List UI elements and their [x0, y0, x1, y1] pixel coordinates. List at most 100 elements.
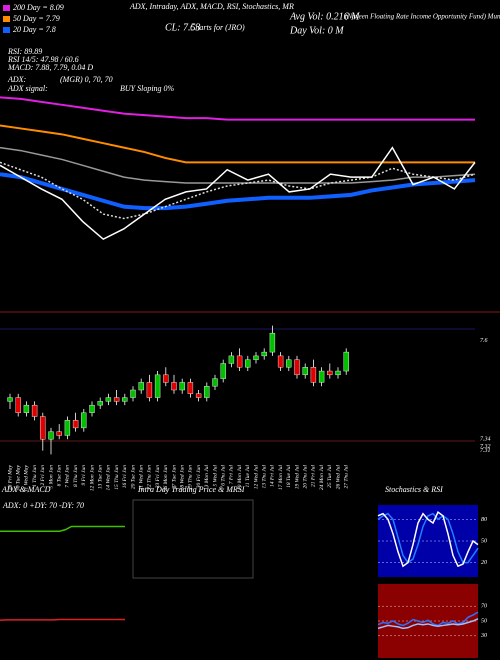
y-tick-label: 20 — [481, 560, 487, 566]
legend-swatch — [3, 16, 10, 22]
candle-body — [286, 359, 292, 368]
x-tick-label: 21 Fri Jul — [311, 465, 317, 487]
y-tick-label: 7.32 — [480, 444, 491, 450]
x-tick-label: 15 Thu Jun — [114, 465, 120, 490]
candle-body — [130, 389, 136, 398]
candle-body — [163, 374, 169, 383]
x-tick-label: 17 Mon Jul — [278, 465, 284, 491]
candle-body — [228, 355, 235, 364]
annotation: Avg Vol: 0.216 M — [289, 11, 360, 22]
candle-body — [245, 359, 251, 368]
candle-body — [318, 370, 325, 383]
candle-body — [56, 431, 62, 436]
panel-title: Stochastics & RSI — [385, 485, 443, 494]
candle-body — [302, 367, 308, 376]
x-tick-label: 28 Wed Jun — [179, 465, 185, 491]
candle-body — [122, 397, 128, 402]
candle-body — [236, 355, 243, 368]
x-tick-label: 27 Thu Jul — [343, 465, 349, 489]
y-tick-label: 80 — [481, 517, 487, 523]
annotation: Day Vol: 0 M — [289, 25, 344, 36]
candle-body — [327, 370, 333, 376]
x-tick-label: 9 Fri Jun — [81, 465, 87, 486]
series-line — [377, 511, 479, 568]
candle-body — [138, 382, 144, 391]
x-tick-label: 11 Tue Jul — [245, 465, 251, 488]
x-tick-label: 19 Wed Jul — [294, 465, 300, 490]
candle-body — [343, 351, 349, 372]
candle-body — [204, 386, 210, 398]
legend-swatch — [3, 5, 10, 11]
x-tick-label: 26 Mon Jun — [163, 465, 169, 492]
x-tick-label: 14 Wed Jun — [105, 465, 112, 491]
x-tick-label: 22 Thu Jun — [147, 465, 153, 490]
candle-body — [7, 397, 13, 402]
annotation: ADX, Intraday, ADX, MACD, RSI, Stochasti… — [129, 2, 294, 11]
candle-body — [171, 382, 177, 391]
chart-title: (Nuveen Floating Rate Income Opportunity… — [345, 13, 500, 21]
annotation: BUY Sloping 0% — [120, 84, 175, 93]
chart-subtitle: Charts for (JRO) — [190, 23, 245, 32]
legend-label: 20 Day = 7.8 — [13, 25, 56, 34]
candle-body — [15, 397, 21, 413]
x-tick-label: 27 Tue Jun — [171, 465, 177, 489]
x-tick-label: 24 Mon Jul — [318, 465, 325, 491]
x-tick-label: 3 Mon Jul — [204, 465, 210, 489]
y-tick-label: 50 — [481, 538, 487, 544]
x-tick-label: 21 Wed Jun — [138, 465, 144, 491]
y-tick-label: 7.6 — [480, 338, 488, 344]
x-tick-label: 12 Mon Jun — [89, 465, 95, 492]
annotation: RSI: 89.89 — [7, 47, 42, 56]
candle-body — [261, 351, 267, 357]
x-tick-label: 8 Thu Jun — [73, 465, 79, 487]
legend-swatch — [3, 27, 10, 33]
candle-body — [220, 363, 226, 379]
x-tick-label: 30 Fri Jun — [196, 465, 202, 489]
candle-body — [72, 420, 79, 429]
x-tick-label: 20 Tue Jun — [130, 465, 136, 489]
annotation: RSI 14/5: 47.98 / 60.6 — [7, 55, 79, 64]
x-tick-label: 6 Tue Jun — [56, 465, 62, 487]
x-tick-label: 5 Mon Jun — [48, 465, 54, 489]
x-tick-label: 29 Thu Jun — [188, 465, 194, 490]
x-tick-label: 20 Thu Jul — [302, 465, 308, 489]
y-tick-label: 50 — [481, 618, 487, 624]
y-tick-label: 30 — [480, 633, 487, 639]
x-tick-label: 13 Thu Jul — [261, 465, 267, 489]
candle-body — [212, 378, 218, 387]
x-tick-label: 6 Thu Jul — [220, 465, 226, 486]
candle-body — [31, 404, 38, 417]
series-line — [0, 618, 125, 622]
legend-label: 50 Day = 7.79 — [13, 14, 60, 23]
y-tick-label: 7.31 — [480, 448, 491, 454]
x-tick-label: 23 Fri Jun — [155, 465, 161, 488]
candle-body — [335, 370, 341, 376]
panel-title: Intra Day Trading Price & MRSI — [137, 485, 245, 494]
candle-body — [310, 367, 317, 383]
candle-body — [179, 382, 185, 391]
candle-body — [269, 332, 276, 353]
annotation: MACD: 7.88, 7.79, 0.04 D — [7, 63, 93, 72]
candle-body — [253, 355, 259, 360]
series-line — [0, 124, 475, 164]
candle-body — [89, 404, 95, 413]
candle-body — [146, 382, 153, 398]
candle-body — [48, 431, 54, 440]
series-line — [0, 96, 475, 121]
y-tick-label: 70 — [481, 604, 487, 610]
annotation: ADX: 0 +DY: 70 -DY: 70 — [2, 501, 84, 510]
series-line — [0, 146, 476, 184]
x-tick-label: 25 Tue Jul — [327, 465, 333, 488]
candle-body — [105, 397, 112, 402]
candle-body — [40, 416, 46, 440]
annotation: CL: 7.53 — [165, 22, 201, 33]
annotation: ADX signal: — [7, 84, 48, 93]
series-line — [377, 611, 479, 627]
series-line — [0, 525, 125, 532]
candle-body — [97, 401, 103, 406]
annotation: (MGR) 0, 70, 70 — [60, 75, 113, 84]
x-tick-label: 1 Thu Jun — [32, 465, 38, 487]
candle-body — [187, 382, 194, 394]
